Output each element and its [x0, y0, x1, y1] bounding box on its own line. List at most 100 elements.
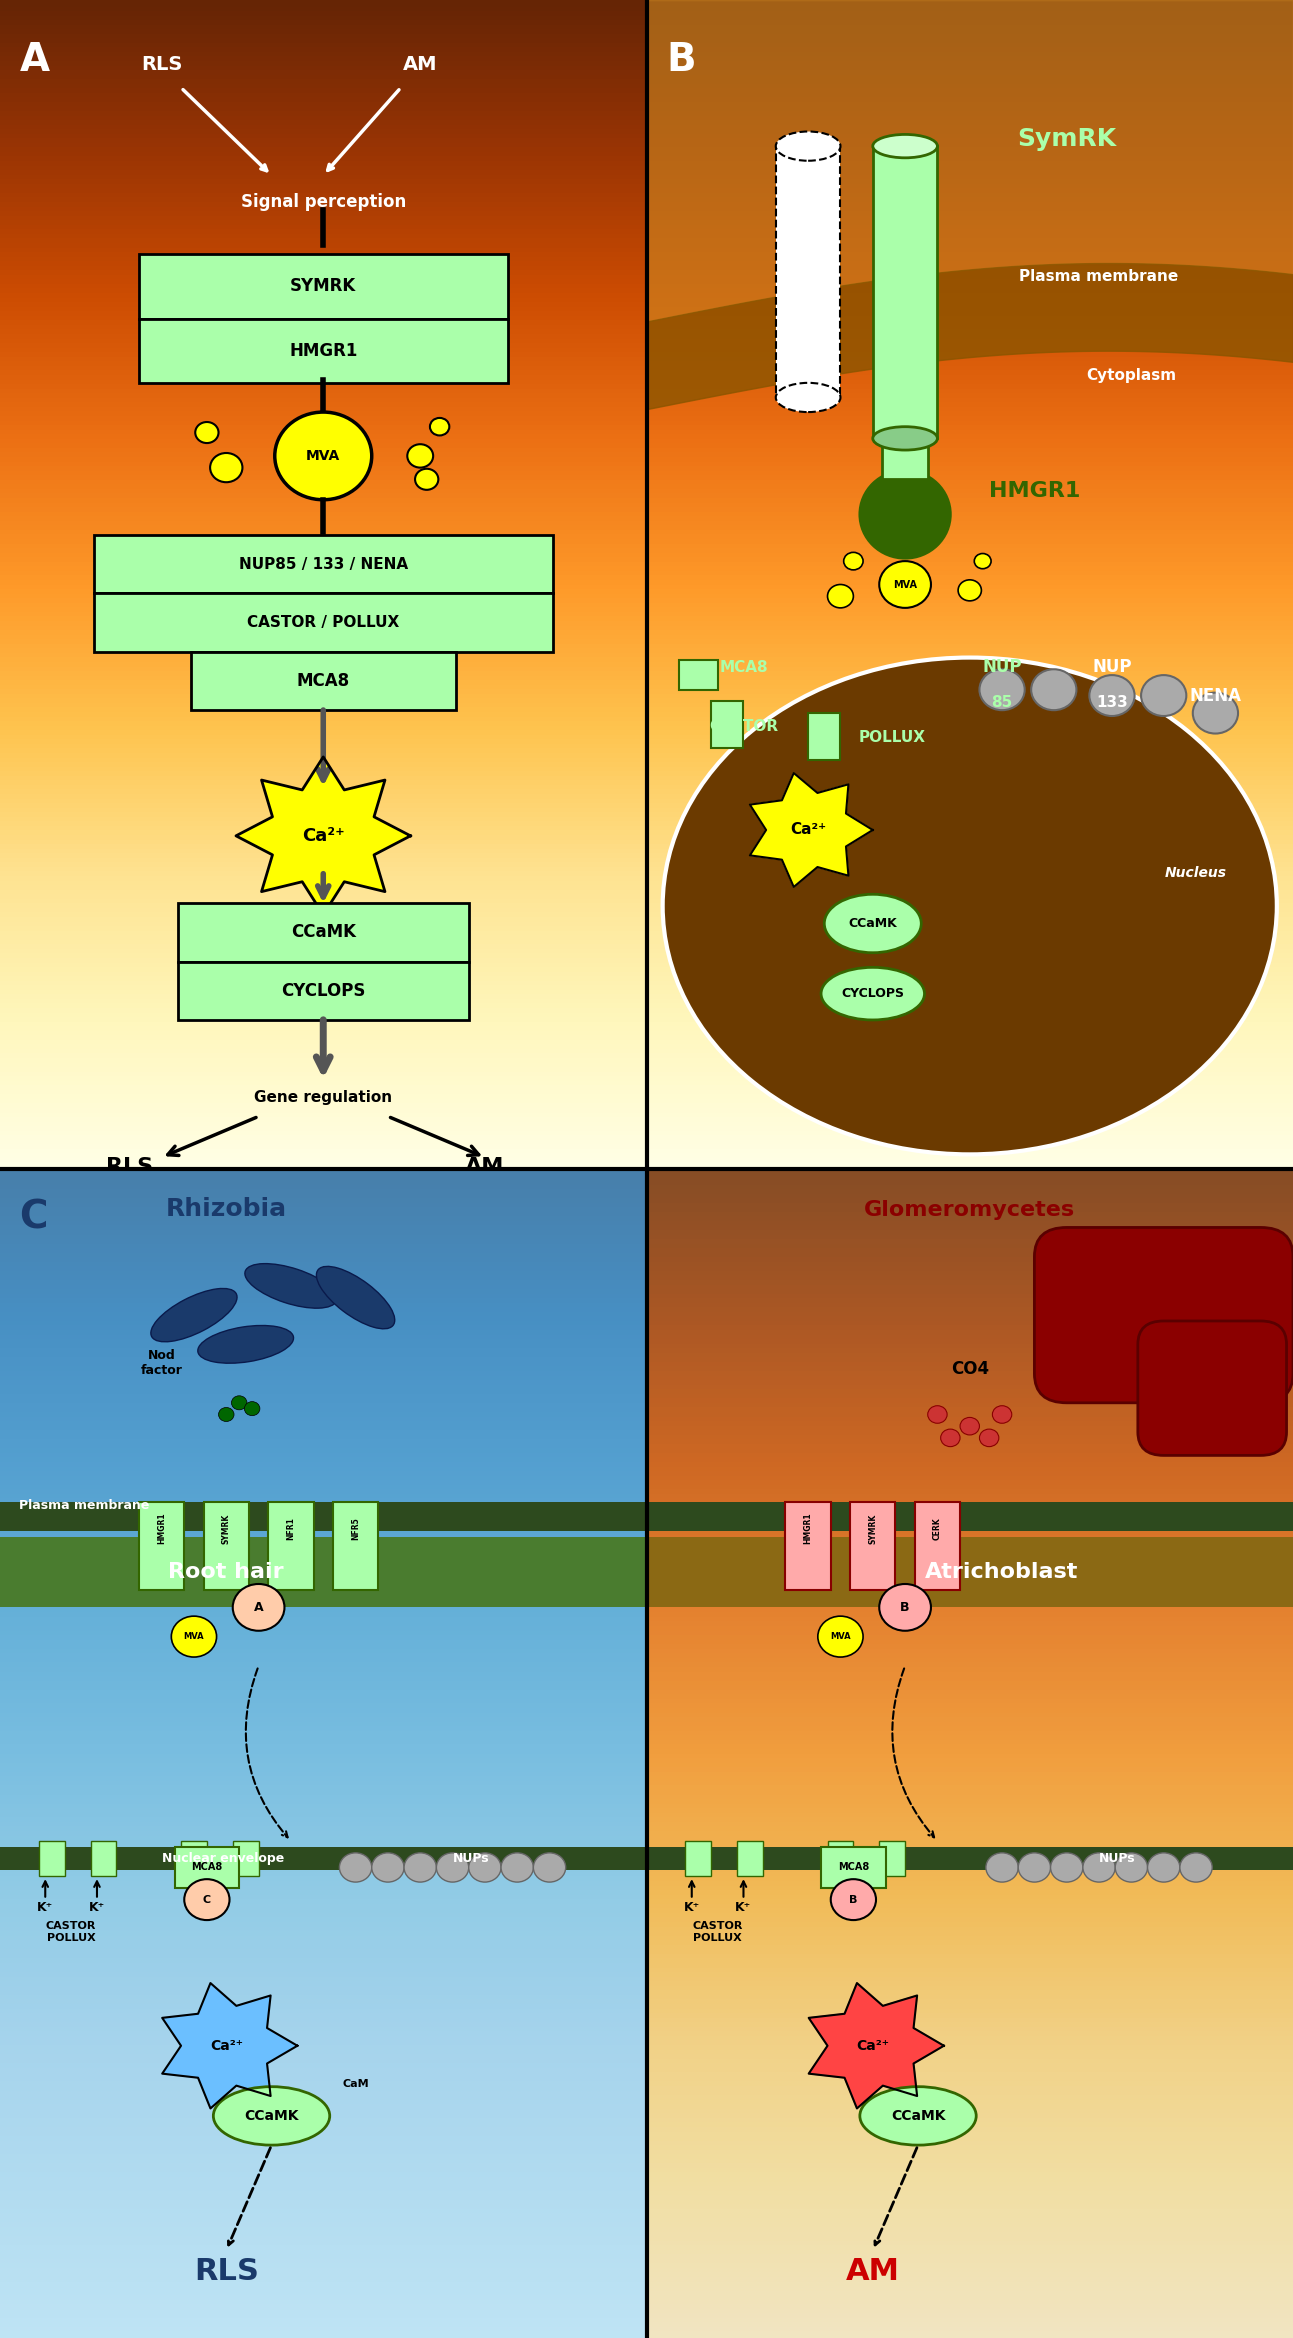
- Text: Gene regulation: Gene regulation: [255, 1090, 392, 1106]
- Polygon shape: [808, 1983, 944, 2109]
- Circle shape: [185, 1880, 230, 1919]
- Text: RLS: RLS: [106, 1157, 153, 1178]
- Text: Root hair: Root hair: [168, 1562, 284, 1583]
- Text: CCaMK: CCaMK: [848, 916, 897, 931]
- Bar: [821, 1847, 886, 1889]
- Bar: [873, 145, 937, 440]
- Bar: [0, 1501, 646, 1531]
- Text: Plasma membrane: Plasma membrane: [1019, 269, 1179, 283]
- Circle shape: [980, 669, 1025, 711]
- Text: CASTOR
POLLUX: CASTOR POLLUX: [47, 1922, 96, 1943]
- Ellipse shape: [244, 1263, 337, 1309]
- Ellipse shape: [821, 968, 924, 1019]
- Text: SymRK: SymRK: [1018, 126, 1116, 152]
- Circle shape: [231, 1396, 247, 1410]
- Text: Signal perception: Signal perception: [240, 194, 406, 210]
- Text: NUPs: NUPs: [1099, 1852, 1135, 1866]
- Ellipse shape: [776, 131, 840, 161]
- Text: Ca²⁺: Ca²⁺: [790, 823, 826, 837]
- Text: A: A: [253, 1602, 264, 1613]
- Text: MVA: MVA: [306, 449, 340, 463]
- Text: SYMRK: SYMRK: [290, 278, 357, 295]
- Text: Atrichoblast: Atrichoblast: [926, 1562, 1078, 1583]
- Circle shape: [1142, 676, 1187, 715]
- FancyBboxPatch shape: [94, 594, 553, 652]
- Circle shape: [987, 1852, 1019, 1882]
- Bar: [646, 1501, 1293, 1531]
- Bar: [679, 662, 718, 690]
- Circle shape: [407, 444, 433, 468]
- Ellipse shape: [151, 1288, 237, 1342]
- Bar: [140, 1503, 185, 1590]
- Text: Glomeromycetes: Glomeromycetes: [864, 1199, 1076, 1220]
- Ellipse shape: [662, 657, 1277, 1155]
- FancyBboxPatch shape: [191, 652, 456, 711]
- Text: MVA: MVA: [830, 1632, 851, 1641]
- Ellipse shape: [198, 1326, 294, 1363]
- Text: CCaMK: CCaMK: [244, 2109, 299, 2123]
- Bar: [91, 1842, 116, 1875]
- Text: C: C: [19, 1197, 48, 1237]
- Bar: [204, 1503, 248, 1590]
- Text: RLS: RLS: [141, 56, 182, 75]
- Text: HMGR1: HMGR1: [290, 341, 357, 360]
- Circle shape: [928, 1405, 946, 1424]
- Text: AM: AM: [465, 1157, 504, 1178]
- Polygon shape: [237, 758, 411, 914]
- Text: CASTOR: CASTOR: [709, 718, 778, 734]
- Circle shape: [339, 1852, 372, 1882]
- Text: NUP: NUP: [1093, 659, 1131, 676]
- Text: 85: 85: [992, 694, 1012, 711]
- Bar: [181, 1842, 207, 1875]
- Bar: [175, 1847, 239, 1889]
- Circle shape: [1193, 692, 1239, 734]
- Ellipse shape: [776, 383, 840, 411]
- Circle shape: [233, 1585, 284, 1632]
- Text: B: B: [666, 42, 696, 79]
- Text: MCA8: MCA8: [296, 671, 350, 690]
- Circle shape: [534, 1852, 566, 1882]
- Text: HMGR1: HMGR1: [158, 1513, 166, 1545]
- Ellipse shape: [873, 133, 937, 159]
- Circle shape: [975, 554, 992, 568]
- Text: CaM: CaM: [343, 2078, 369, 2088]
- Text: Cytoplasm: Cytoplasm: [1086, 367, 1177, 383]
- Text: CASTOR / POLLUX: CASTOR / POLLUX: [247, 615, 400, 629]
- Bar: [233, 1842, 259, 1875]
- Circle shape: [211, 454, 243, 482]
- Ellipse shape: [317, 1267, 394, 1328]
- Circle shape: [1050, 1852, 1082, 1882]
- Text: SYMRK: SYMRK: [222, 1513, 230, 1543]
- Text: K⁺: K⁺: [736, 1901, 751, 1915]
- Text: NFR5: NFR5: [352, 1517, 359, 1541]
- Circle shape: [274, 411, 372, 500]
- Bar: [737, 1842, 763, 1875]
- Bar: [776, 145, 840, 397]
- Bar: [685, 1842, 711, 1875]
- Polygon shape: [162, 1983, 297, 2109]
- Circle shape: [980, 1429, 998, 1447]
- Text: CCaMK: CCaMK: [891, 2109, 945, 2123]
- Text: MCA8: MCA8: [191, 1863, 222, 1873]
- Circle shape: [1116, 1852, 1148, 1882]
- Circle shape: [958, 580, 981, 601]
- Bar: [828, 1842, 853, 1875]
- Text: POLLUX: POLLUX: [859, 729, 926, 746]
- Text: K⁺: K⁺: [684, 1901, 700, 1915]
- FancyBboxPatch shape: [178, 902, 469, 961]
- Circle shape: [429, 419, 450, 435]
- Text: SYMRK: SYMRK: [869, 1513, 877, 1543]
- Circle shape: [959, 1417, 980, 1436]
- Text: NUPs: NUPs: [453, 1852, 489, 1866]
- Circle shape: [879, 561, 931, 608]
- Text: NFR1: NFR1: [287, 1517, 295, 1541]
- Text: NUP85 / 133 / NENA: NUP85 / 133 / NENA: [239, 556, 407, 570]
- Circle shape: [219, 1407, 234, 1422]
- Text: MCA8: MCA8: [838, 1863, 869, 1873]
- Circle shape: [502, 1852, 534, 1882]
- Circle shape: [437, 1852, 469, 1882]
- Circle shape: [372, 1852, 405, 1882]
- Bar: [0, 1538, 646, 1609]
- Bar: [646, 1538, 1293, 1609]
- Circle shape: [1148, 1852, 1179, 1882]
